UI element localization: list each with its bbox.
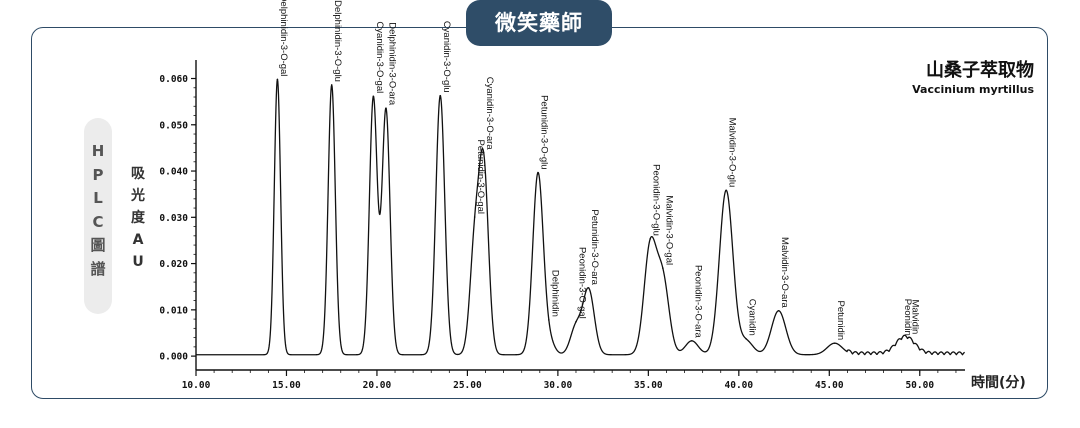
peak-label: Malvidin-3-O-ara (779, 237, 790, 308)
y-axis-label-char: 吸 (131, 166, 145, 182)
y-tick-label: 0.050 (159, 120, 188, 131)
peak-marker (908, 336, 910, 339)
y-tick-label: 0.010 (159, 305, 188, 316)
peak-label: Delphinidin-3-O-glu (332, 0, 343, 82)
peak-marker (473, 216, 476, 218)
peak-marker (777, 309, 780, 312)
peak-label: Petunidin-3-O-ara (589, 209, 600, 285)
x-tick-label: 25.00 (453, 380, 482, 391)
peak-label: Cyanidin-3-O-ara (484, 77, 495, 151)
peak-marker (900, 337, 903, 340)
peak-label: Cyanidin (747, 299, 758, 336)
y-tick-label: 0.060 (159, 74, 188, 85)
hplc-side-label-char: H (91, 142, 105, 160)
peak-marker (276, 78, 279, 81)
peak-label: Peonidin-3-O-glu (651, 164, 662, 236)
y-tick-label: 0.040 (159, 167, 188, 178)
peak-label: Cyanidin-3-O-gal (374, 21, 385, 93)
hplc-side-pill (84, 118, 112, 314)
hplc-side-label-char: 圖 (90, 236, 106, 254)
peak-marker (745, 337, 747, 340)
peak-label: Petunidin-3-O-gal (475, 140, 486, 214)
x-axis-label: 時間(分) (971, 375, 1026, 391)
peak-label: Delphinidin-3-O-gal (278, 0, 289, 76)
hplc-side-label-char: L (93, 189, 103, 207)
y-tick-label: 0.030 (159, 213, 188, 224)
peak-marker (649, 238, 651, 240)
peak-marker (372, 95, 375, 98)
hplc-side-label-char: P (92, 165, 104, 184)
hplc-side-label-char: 譜 (90, 259, 106, 278)
peak-label: Petunidin-3-O-glu (538, 95, 549, 169)
peak-label: Peonidin-3-O-ara (692, 265, 703, 339)
peak-marker (662, 267, 664, 269)
x-tick-label: 10.00 (182, 380, 211, 391)
peak-marker (548, 319, 550, 321)
peak-label: Peonidin-3-O-gal (576, 247, 587, 319)
y-axis-label-char: A (132, 232, 144, 248)
x-tick-label: 40.00 (725, 380, 754, 391)
peak-marker (575, 320, 577, 323)
peak-label: Petunidin (835, 301, 846, 341)
y-axis-label-char: 光 (131, 188, 145, 204)
x-tick-label: 50.00 (905, 380, 934, 391)
y-axis-label-char: 度 (131, 210, 145, 226)
peak-label: Delphinidin (549, 270, 560, 317)
peak-marker (537, 171, 539, 174)
peak-marker (833, 342, 836, 344)
peak-marker (690, 340, 693, 342)
hplc-side-label-char: C (92, 212, 104, 231)
y-tick-label: 0.020 (159, 259, 188, 270)
x-tick-label: 20.00 (363, 380, 392, 391)
peak-label: Peonidin (902, 299, 913, 336)
x-tick-label: 45.00 (815, 380, 844, 391)
peak-label: Malvidin-3-O-gal (663, 195, 674, 265)
peak-label: Malvidin (909, 299, 920, 334)
peak-marker (330, 84, 333, 86)
peak-marker (587, 287, 590, 289)
peak-label: Malvidin-3-O-glu (727, 118, 738, 188)
x-tick-label: 30.00 (544, 380, 573, 391)
chromatogram-trace (195, 78, 966, 356)
x-tick-label: 15.00 (272, 380, 301, 391)
peak-marker (482, 151, 485, 154)
chart-panel (31, 27, 1048, 399)
peak-marker (725, 189, 727, 192)
brand-badge: 微笑藥師 (466, 0, 612, 46)
peak-marker (385, 107, 387, 109)
chart-title: 山桑子萃取物 (926, 60, 1034, 81)
chart-subtitle: Vaccinium myrtillus (912, 83, 1034, 96)
x-tick-label: 35.00 (634, 380, 663, 391)
peak-label: Delphinidin-3-O-ara (386, 22, 397, 106)
peak-marker (439, 94, 442, 97)
chart-title-block: 山桑子萃取物 Vaccinium myrtillus (912, 60, 1034, 98)
peak-label: Cyanidin-3-O-glu (441, 21, 452, 93)
y-axis-label-char: U (132, 254, 144, 270)
y-tick-label: 0.000 (159, 352, 188, 363)
